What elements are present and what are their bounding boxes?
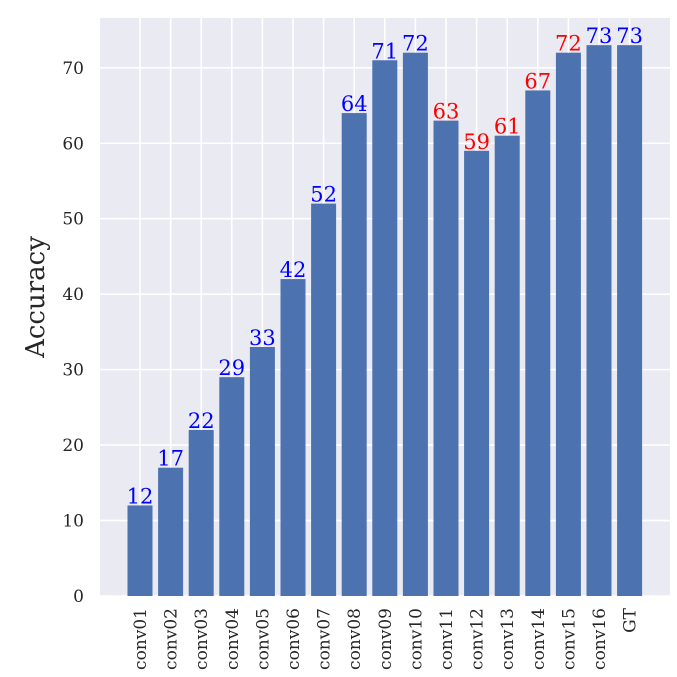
bar <box>555 52 581 596</box>
bar-value-label: 73 <box>586 24 613 48</box>
bar-value-label: 72 <box>555 32 582 56</box>
x-tick-label: conv15 <box>559 608 579 670</box>
bar-value-label: 52 <box>310 183 337 207</box>
y-axis-title: Accuracy <box>21 236 51 359</box>
y-tick-label: 0 <box>73 587 84 607</box>
y-tick-label: 60 <box>62 134 84 154</box>
bar-value-label: 17 <box>157 447 184 471</box>
y-tick-label: 10 <box>62 512 84 532</box>
bar <box>494 135 520 596</box>
bar <box>433 120 459 597</box>
x-tick-label: conv03 <box>192 608 212 670</box>
y-tick-label: 20 <box>62 436 84 456</box>
x-tick-label: conv02 <box>162 608 182 670</box>
bar-value-label: 22 <box>188 409 215 433</box>
bar-value-label: 72 <box>402 32 429 56</box>
x-tick-label: conv16 <box>590 608 610 670</box>
x-tick-label: conv04 <box>223 608 243 670</box>
y-tick-label: 40 <box>62 285 84 305</box>
bar <box>617 45 643 596</box>
x-tick-label: GT <box>621 607 641 633</box>
x-tick-label: conv09 <box>376 608 396 670</box>
bar <box>372 60 398 597</box>
bar <box>158 467 184 596</box>
bar <box>280 279 306 596</box>
bar-value-label: 42 <box>280 258 307 282</box>
bar-value-label: 33 <box>249 326 276 350</box>
bar-value-label: 73 <box>616 24 643 48</box>
bar <box>464 150 490 596</box>
bar <box>586 45 612 596</box>
x-tick-label: conv08 <box>345 608 365 670</box>
y-tick-label: 30 <box>62 361 84 381</box>
bar <box>402 52 428 596</box>
x-tick-label: conv07 <box>315 608 335 670</box>
bar <box>219 377 245 596</box>
bars <box>127 45 643 597</box>
y-tick-label: 50 <box>62 210 84 230</box>
bar <box>188 429 214 596</box>
x-axis-ticks: conv01 conv02 conv03 conv04 conv05 conv06 conv… <box>131 607 641 670</box>
bar-value-label: 61 <box>494 115 521 139</box>
bar <box>127 505 153 596</box>
bar-value-label: 29 <box>218 356 245 380</box>
x-tick-label: conv14 <box>529 608 549 670</box>
x-tick-label: conv11 <box>437 608 457 670</box>
y-axis-ticks: 0 10 20 30 40 50 60 70 <box>62 59 84 607</box>
bar-value-label: 63 <box>433 100 460 124</box>
x-tick-label: conv12 <box>468 608 488 670</box>
x-tick-label: conv13 <box>498 608 518 670</box>
x-tick-label: conv05 <box>253 608 273 670</box>
bar <box>249 346 275 596</box>
bar <box>311 203 337 596</box>
x-tick-label: conv10 <box>406 608 426 670</box>
bar-value-label: 59 <box>463 130 490 154</box>
bar-value-label: 67 <box>524 69 551 93</box>
bar-value-label: 71 <box>371 39 398 63</box>
bar-value-label: 12 <box>127 484 154 508</box>
y-tick-label: 70 <box>62 59 84 79</box>
bar <box>525 90 551 596</box>
bar <box>341 113 367 597</box>
x-tick-label: conv01 <box>131 608 151 670</box>
bar-value-label: 64 <box>341 92 368 116</box>
x-tick-label: conv06 <box>284 608 304 670</box>
